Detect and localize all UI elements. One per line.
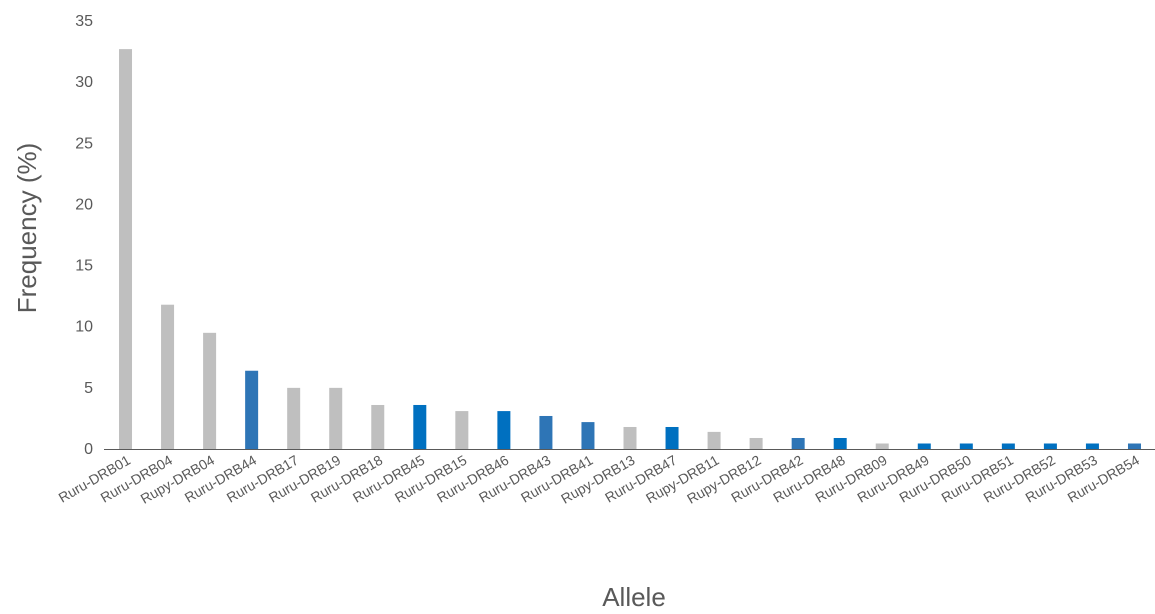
y-tick-label: 15	[75, 258, 93, 275]
bars	[119, 49, 1141, 450]
bar-ruru-drb43	[539, 415, 553, 449]
bar-ruru-drb04	[161, 304, 175, 449]
bar-ruru-drb46	[497, 411, 511, 449]
y-tick-label: 5	[84, 380, 93, 397]
bar-ruru-drb48	[833, 437, 847, 449]
y-tick-label: 30	[75, 74, 93, 91]
bar-ruru-drb18	[371, 404, 385, 449]
bar-rupy-drb12	[749, 437, 763, 449]
bar-rupy-drb13	[623, 426, 637, 449]
y-tick-label: 20	[75, 196, 93, 213]
bar-ruru-drb47	[665, 426, 679, 449]
y-tick-label: 0	[84, 441, 93, 458]
bar-rupy-drb04	[203, 332, 217, 449]
y-tick-label: 35	[75, 13, 93, 30]
y-tick-label: 25	[75, 135, 93, 152]
x-axis-category-labels: Ruru-DRB01Ruru-DRB04Rupy-DRB04Ruru-DRB44…	[56, 452, 1143, 507]
bar-ruru-drb17	[287, 387, 301, 449]
bar-ruru-drb54	[1127, 443, 1141, 449]
bar-ruru-drb15	[455, 411, 469, 449]
bar-ruru-drb45	[413, 404, 427, 449]
y-axis-ticks: 0 5 10 15 20 25 30 35	[75, 13, 93, 458]
y-axis-title: Frequency (%)	[12, 143, 42, 314]
bar-ruru-drb42	[791, 437, 805, 449]
bar-ruru-drb51	[1001, 443, 1015, 449]
bar-ruru-drb53	[1085, 443, 1099, 449]
bar-ruru-drb19	[329, 387, 343, 449]
bar-ruru-drb52	[1043, 443, 1057, 449]
x-axis-title: Allele	[602, 582, 666, 612]
bar-ruru-drb49	[917, 443, 931, 449]
bar-ruru-drb09	[875, 443, 889, 449]
bar-ruru-drb01	[119, 49, 133, 450]
bar-ruru-drb44	[245, 370, 259, 449]
bar-ruru-drb50	[959, 443, 973, 449]
bar-rupy-drb11	[707, 431, 721, 449]
bar-ruru-drb41	[581, 422, 595, 449]
y-tick-label: 10	[75, 319, 93, 336]
